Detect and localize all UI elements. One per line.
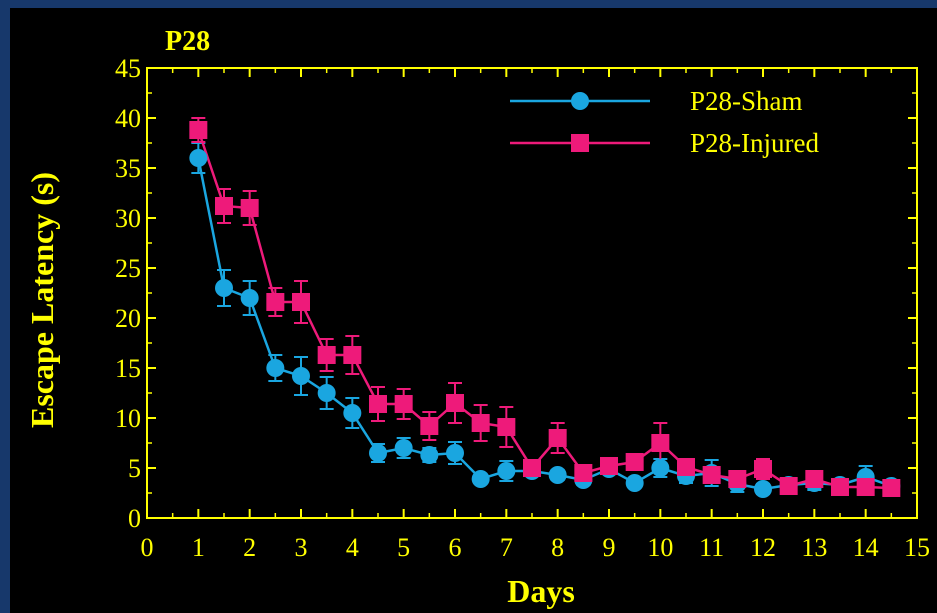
legend-marker-p28-injured	[571, 134, 589, 152]
legend: P28-Sham P28-Injured	[510, 86, 819, 158]
y-tick-label: 35	[115, 154, 141, 183]
p28-sham-point	[754, 480, 772, 498]
y-tick-label: 25	[115, 254, 141, 283]
p28-sham-point	[420, 446, 439, 464]
x-tick-label: 9	[603, 533, 616, 562]
p28-sham-point	[651, 459, 670, 477]
p28-injured-point	[882, 479, 901, 497]
p28-sham-point	[548, 466, 567, 484]
p28-injured-line	[197, 129, 892, 490]
x-tick-label: 3	[295, 533, 308, 562]
p28-sham-point	[446, 444, 464, 462]
p28-sham-point	[394, 439, 413, 457]
y-tick-label: 5	[128, 454, 141, 483]
x-tick-label: 15	[904, 533, 930, 562]
y-tick-label: 30	[115, 204, 141, 233]
p28-injured-point	[600, 457, 618, 475]
data-markers	[189, 121, 901, 498]
x-tick-label: 12	[750, 533, 776, 562]
x-tick-label: 13	[801, 533, 827, 562]
p28-sham-line	[197, 157, 892, 491]
chart-title: P28	[165, 26, 210, 57]
y-tick-label: 15	[115, 354, 141, 383]
chart-panel: P28 Escape Latency (s) Days 0 5 10 15 20 25 30…	[10, 8, 937, 613]
y-tick-label: 40	[115, 104, 141, 133]
p28-injured-point	[779, 477, 798, 495]
y-tick-label: 0	[128, 504, 141, 533]
p28-injured-point	[343, 346, 362, 364]
p28-sham-point	[266, 359, 285, 377]
escape-latency-chart: P28 Escape Latency (s) Days 051015202530…	[24, 26, 930, 609]
legend-marker-p28-sham	[571, 92, 589, 110]
p28-injured-point	[215, 197, 233, 215]
x-tick-label: 8	[551, 533, 564, 562]
x-tick-label: 2	[243, 533, 256, 562]
y-axis-label: Escape Latency (s)	[24, 172, 60, 428]
p28-injured-point	[651, 434, 670, 452]
p28-injured-point	[446, 394, 464, 412]
x-tick-label: 7	[500, 533, 513, 562]
y-tick-label: 20	[115, 304, 141, 333]
p28-sham-point	[292, 367, 310, 385]
p28-injured-point	[805, 470, 824, 488]
x-tick-label: 0	[141, 533, 154, 562]
p28-sham-point	[189, 149, 208, 167]
series-lines	[197, 129, 892, 491]
x-tick-label: 1	[192, 533, 205, 562]
p28-injured-point	[394, 395, 413, 413]
p28-sham-point	[369, 444, 387, 462]
legend-label-p28-injured: P28-Injured	[690, 128, 819, 158]
p28-sham-point	[240, 289, 259, 307]
legend-label-p28-sham: P28-Sham	[690, 86, 803, 116]
x-tick-label: 14	[853, 533, 879, 562]
p28-injured-point	[317, 346, 336, 364]
p28-injured-point	[702, 466, 721, 484]
p28-injured-point	[677, 458, 695, 476]
p28-injured-point	[471, 414, 490, 432]
p28-injured-point	[625, 453, 644, 471]
x-tick-label: 10	[647, 533, 673, 562]
x-tick-label: 11	[699, 533, 724, 562]
p28-injured-point	[548, 429, 567, 447]
p28-sham-point	[471, 470, 490, 488]
p28-injured-point	[831, 478, 849, 496]
y-tick-label: 10	[115, 404, 141, 433]
p28-sham-point	[497, 462, 516, 480]
x-tick-label: 4	[346, 533, 359, 562]
p28-sham-point	[625, 474, 644, 492]
p28-injured-point	[369, 395, 387, 413]
p28-injured-point	[523, 459, 541, 477]
p28-sham-point	[317, 384, 336, 402]
p28-injured-point	[497, 418, 516, 436]
x-tick-label: 5	[397, 533, 410, 562]
p28-sham-point	[215, 279, 233, 297]
y-tick-label: 45	[115, 54, 141, 83]
p28-injured-point	[754, 460, 772, 478]
p28-sham-point	[343, 404, 362, 422]
p28-injured-point	[856, 478, 875, 496]
p28-injured-point	[728, 470, 747, 488]
p28-injured-point	[266, 293, 285, 311]
x-tick-label: 6	[449, 533, 462, 562]
p28-injured-point	[420, 417, 439, 435]
p28-injured-point	[240, 199, 259, 217]
p28-injured-point	[574, 464, 593, 482]
x-axis-label: Days	[507, 573, 575, 609]
p28-injured-point	[292, 293, 310, 311]
p28-injured-point	[189, 121, 208, 139]
